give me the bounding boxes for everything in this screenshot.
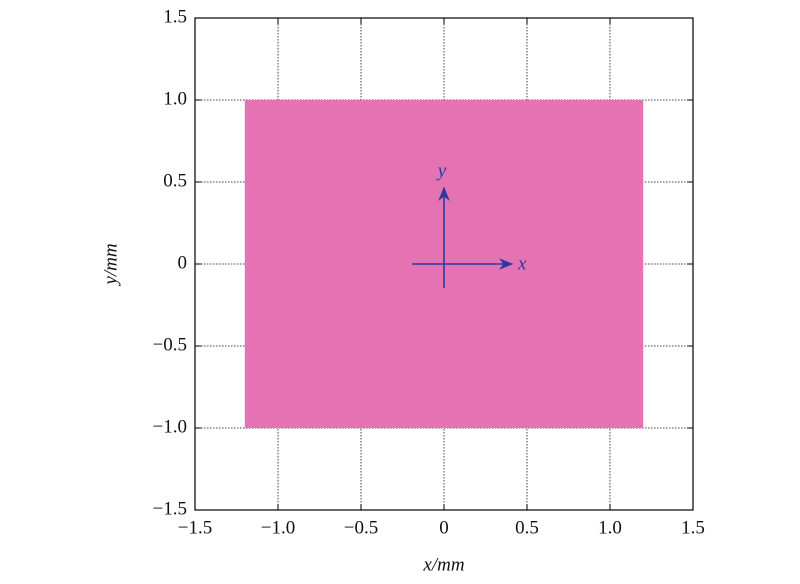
- x-tick-label: 0.5: [515, 517, 539, 538]
- x-arrow-label: x: [517, 253, 527, 274]
- y-tick-label: 1.5: [163, 6, 187, 27]
- y-tick-label: −0.5: [153, 334, 187, 355]
- y-tick-label: 0: [178, 252, 188, 273]
- y-tick-label: 1.0: [163, 88, 187, 109]
- x-tick-label: −1.5: [178, 517, 212, 538]
- x-tick-label: 1.5: [681, 517, 705, 538]
- y-tick-label: 0.5: [163, 170, 187, 191]
- x-tick-label: −1.0: [261, 517, 295, 538]
- x-tick-label: −0.5: [344, 517, 378, 538]
- y-tick-label: −1.0: [153, 416, 187, 437]
- x-axis-label: x/mm: [422, 554, 464, 575]
- y-arrow-label: y: [436, 160, 447, 181]
- y-axis-label: y/mm: [100, 243, 121, 286]
- x-tick-label: 0: [439, 517, 449, 538]
- y-tick-label: −1.5: [153, 498, 187, 519]
- x-tick-label: 1.0: [598, 517, 622, 538]
